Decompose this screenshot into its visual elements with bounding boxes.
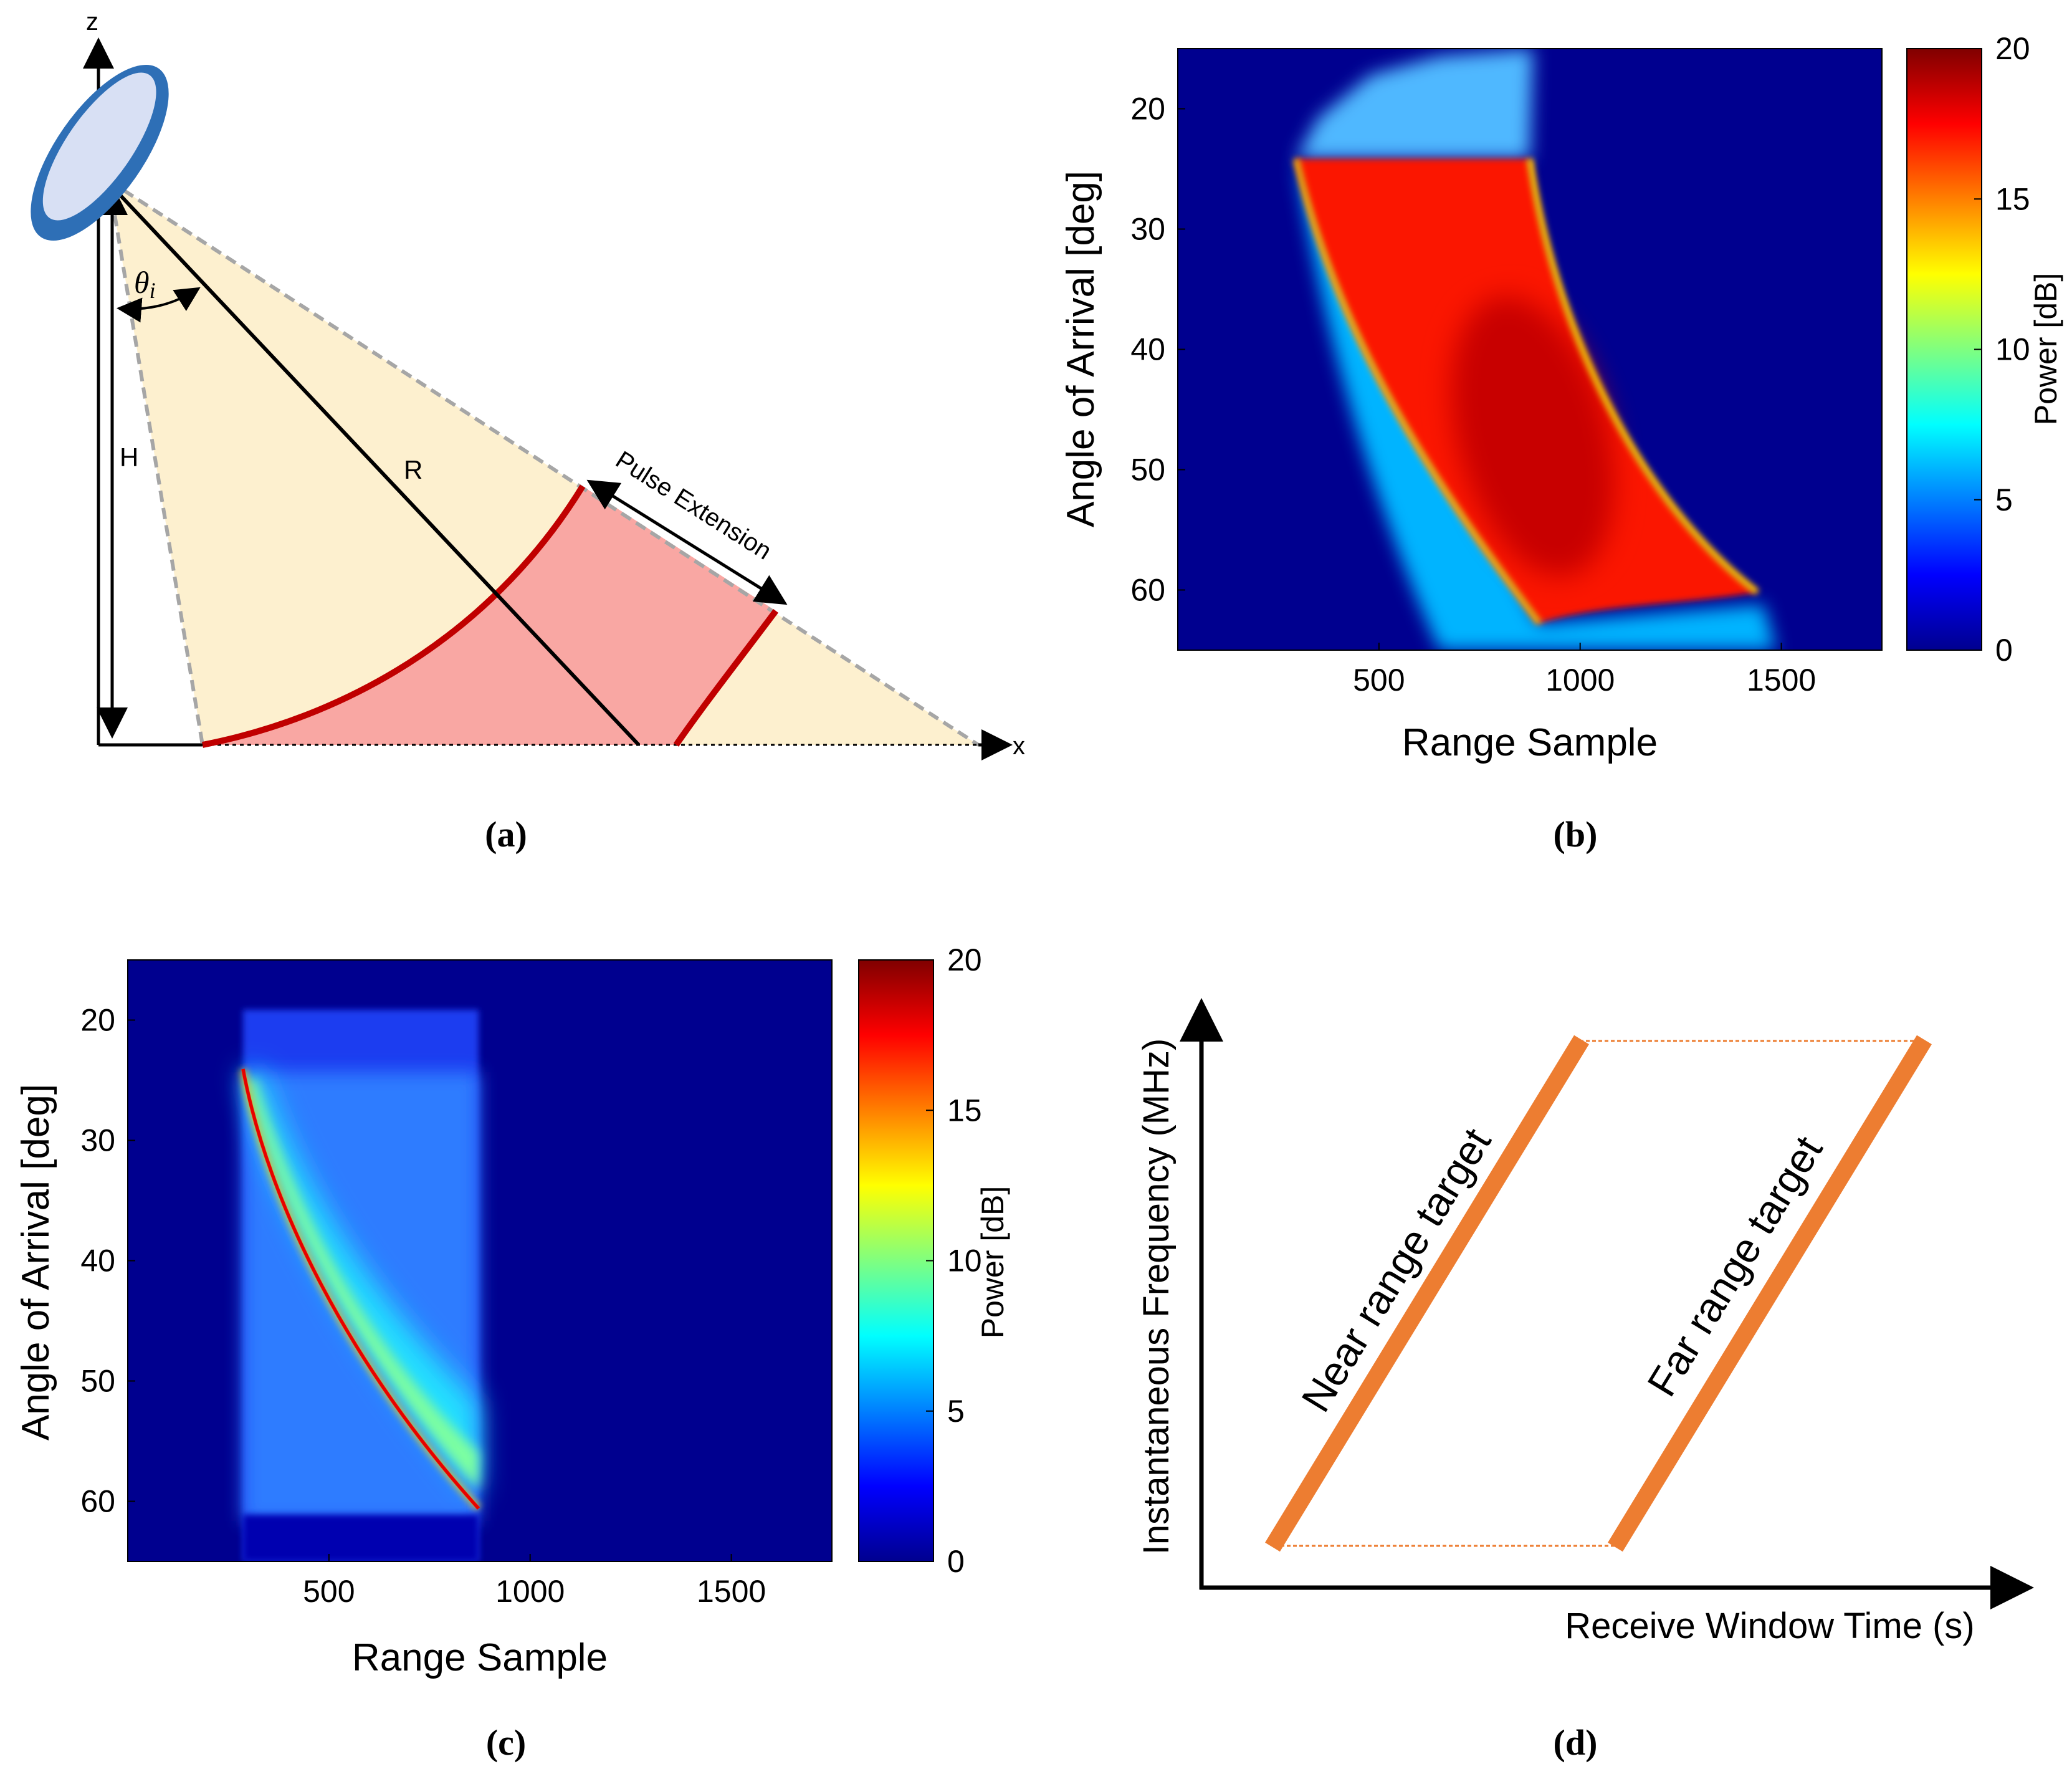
near-range-arc [202,484,586,748]
colorbar-tick-label: 5 [947,1394,965,1429]
heatmap-b-ylabel: Angle of Arrival [deg] [1059,171,1102,527]
y-tick-label: 20 [1130,92,1165,127]
x-tick-label: 1500 [697,1574,766,1609]
y-tick-label: 60 [1130,573,1165,608]
x-tick-label: 1000 [495,1574,565,1609]
incidence-angle-arc [117,287,201,323]
y-tick-label: 20 [80,1003,115,1038]
far-range-chirp-line [1608,1035,1932,1552]
far-range-arc [673,608,778,747]
beam-edge-upper [108,179,980,747]
x-tick-label: 500 [303,1574,355,1609]
colorbar-tick-label: 0 [1995,633,2013,668]
heatmap-c-ylabel: Angle of Arrival [deg] [14,1084,57,1441]
panel-a-caption: (a) [485,814,527,855]
x-tick-label: 500 [1353,663,1405,698]
y-tick-label: 60 [80,1484,115,1519]
heatmap-b-left-edge [1293,158,1542,625]
panel-c-heatmap: 500 1000 1500 20 30 40 50 60 0 5 10 15 20 Range Samp… [14,942,1010,1679]
colorbar-c-label: Power [dB] [975,1186,1010,1339]
colorbar-b-label: Power [dB] [2028,273,2063,426]
heatmap-c-green-band [246,1078,479,1490]
pulse-extension-arrow [586,479,788,605]
colorbar-b [1906,48,1982,651]
chirp-ylabel: Instantaneous Frequency (MHz) [1136,1038,1177,1555]
colorbar-tick-label: 0 [947,1544,965,1579]
colorbar-tick-label: 5 [1995,482,2013,517]
y-tick-label: 50 [1130,453,1165,487]
height-label: H [120,443,138,472]
slant-range-line [117,191,641,747]
theta-label: θi [134,265,156,303]
heatmap-b-top-cap [1296,49,1533,159]
x-tick-label: 1500 [1747,663,1816,698]
heatmap-b-xlabel: Range Sample [1402,721,1658,764]
near-range-chirp-line [1265,1035,1589,1552]
colorbar-c [858,959,934,1562]
heatmap-c-background [128,960,832,1561]
panel-b-heatmap: 500 1000 1500 20 30 40 50 60 0 5 10 15 20 Range Samp… [1059,31,2063,764]
panel-a-geometry: z x H R θi Pulse Extension [31,8,1025,760]
y-tick-label: 30 [1130,212,1165,247]
heatmap-c-xlabel: Range Sample [352,1636,608,1679]
colorbar-tick-label: 20 [1995,31,2030,66]
colorbar-tick-label: 15 [1995,181,2030,216]
x-tick-label: 1000 [1545,663,1615,698]
y-tick-label: 40 [1130,332,1165,367]
y-tick-label: 40 [80,1244,115,1278]
range-label: R [404,455,423,484]
colorbar-tick-label: 10 [1995,332,2030,367]
heatmap-c-bottom-band [243,1515,479,1561]
x-axis-label: x [1013,732,1025,760]
chirp-xlabel: Receive Window Time (s) [1565,1606,1974,1646]
antenna-dish-icon [31,65,169,241]
near-range-label: Near range target [1292,1120,1500,1419]
heatmap-b-halo [1296,159,1776,650]
z-axis-label: z [86,8,98,36]
panel-c-caption: (c) [486,1722,526,1763]
panel-d-caption: (d) [1554,1722,1598,1763]
y-tick-label: 50 [80,1364,115,1399]
y-tick-label: 30 [80,1123,115,1158]
heatmap-b-right-edge [1527,158,1760,595]
colorbar-tick-label: 20 [947,942,982,977]
heatmap-b-core [1451,296,1615,577]
heatmap-c-peak-core [241,1068,480,1510]
colorbar-tick-label: 10 [947,1244,982,1278]
panel-b-caption: (b) [1554,814,1598,855]
panel-d-chirp: Near range target Far range target Insta… [1136,998,2034,1646]
colorbar-tick-label: 15 [947,1093,982,1128]
